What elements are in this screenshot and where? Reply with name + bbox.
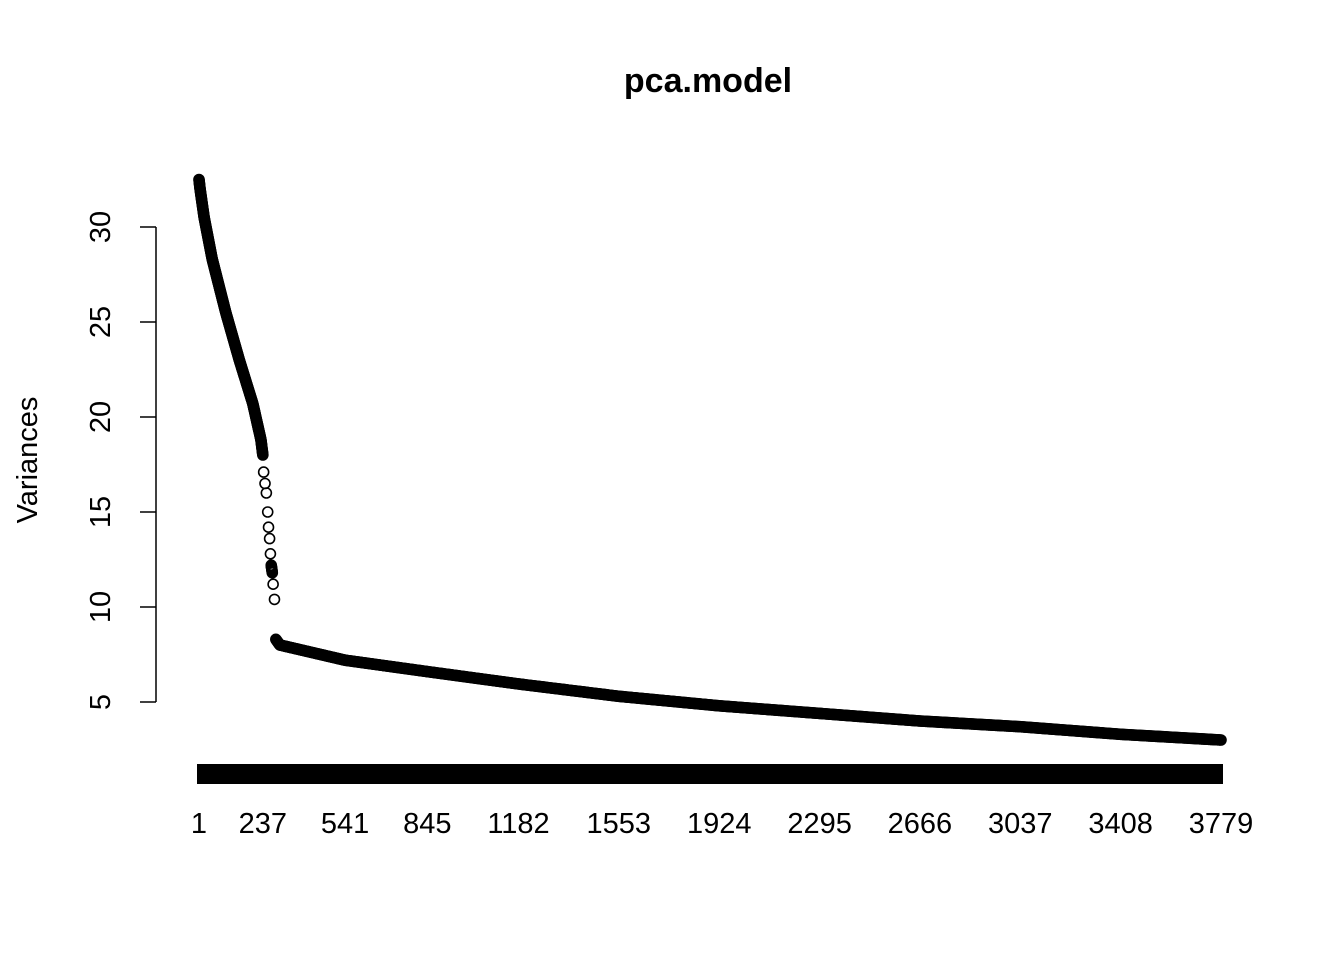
data-point xyxy=(261,506,274,518)
x-tick-label: 1553 xyxy=(587,808,652,840)
x-axis-tick-labels: 1 237 541 845 1182 1553 1924 2295 2666 3037 3408 37… xyxy=(191,808,1253,840)
y-tick-label: 10 xyxy=(85,591,117,623)
x-tick-label: 541 xyxy=(321,808,369,840)
data-point xyxy=(257,466,270,478)
x-tick-label: 1 xyxy=(191,808,207,840)
data-point xyxy=(1215,734,1227,746)
data-point xyxy=(266,566,279,579)
y-tick-label: 5 xyxy=(85,694,117,710)
x-tick-label: 2295 xyxy=(787,808,852,840)
data-point xyxy=(262,521,275,534)
bar-strip xyxy=(197,764,1223,784)
x-tick-label: 237 xyxy=(239,808,287,840)
data-point xyxy=(260,487,273,499)
x-tick-label: 1924 xyxy=(687,808,752,840)
data-point xyxy=(268,593,281,606)
y-axis: 5 10 15 20 25 30 xyxy=(85,211,157,710)
y-tick-label: 25 xyxy=(85,306,117,338)
data-points xyxy=(193,173,1227,746)
x-tick-label: 3779 xyxy=(1189,808,1254,840)
data-point xyxy=(259,477,271,490)
y-tick-label: 30 xyxy=(85,211,117,243)
x-tick-label: 845 xyxy=(403,808,451,840)
data-point xyxy=(257,449,269,461)
y-tick-label: 20 xyxy=(85,401,117,433)
data-point xyxy=(264,547,277,560)
x-tick-label: 3037 xyxy=(988,808,1053,840)
data-point xyxy=(263,532,276,545)
y-tick-label: 15 xyxy=(85,496,117,528)
chart-title: pca.model xyxy=(624,62,792,100)
x-tick-label: 3408 xyxy=(1088,808,1153,840)
x-tick-label: 1182 xyxy=(487,808,549,840)
y-axis-label: Variances xyxy=(12,397,44,524)
bar-strip-band xyxy=(197,764,1223,784)
data-point xyxy=(267,578,279,591)
x-tick-label: 2666 xyxy=(888,808,953,840)
